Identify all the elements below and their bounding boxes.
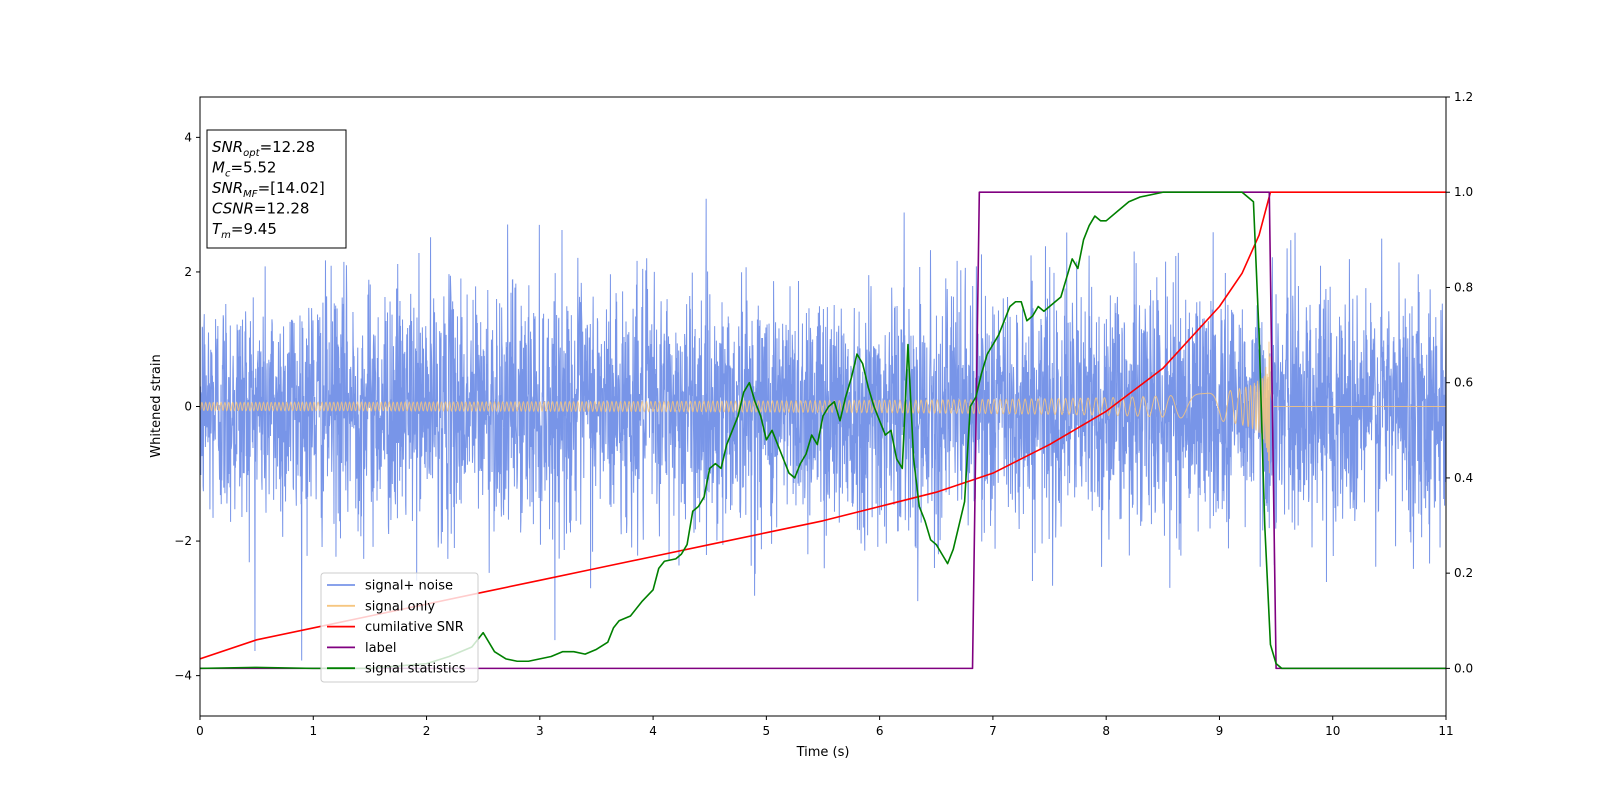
legend-item: signal only xyxy=(327,599,435,614)
legend-label: signal only xyxy=(365,599,435,614)
x-axis-label: Time (s) xyxy=(796,745,850,760)
stats-box-frame xyxy=(206,129,347,249)
x-tick-label: 5 xyxy=(763,724,771,738)
y-left-tick-label: −2 xyxy=(174,534,192,548)
x-tick-label: 1 xyxy=(309,724,317,738)
x-tick-label: 8 xyxy=(1102,724,1110,738)
x-tick-label: 4 xyxy=(649,724,657,738)
x-tick-label: 9 xyxy=(1216,724,1224,738)
x-axis: 0 1 2 3 4 5 6 7 8 9 10 11 xyxy=(196,716,1454,738)
stats-line: SNRopt=12.28 xyxy=(212,138,315,159)
x-tick-label: 11 xyxy=(1438,724,1453,738)
y-right-tick-label: 0.4 xyxy=(1454,471,1473,485)
y-right-tick-label: 1.0 xyxy=(1454,185,1473,199)
y-axis-label: Whitened strain xyxy=(149,354,164,457)
y-right-tick-label: 0.2 xyxy=(1454,566,1473,580)
y-left-tick-label: −4 xyxy=(174,669,192,683)
x-tick-label: 10 xyxy=(1325,724,1340,738)
series-signal-statistics xyxy=(200,191,1446,670)
y-axis-left: −4 −2 0 2 4 xyxy=(174,130,200,683)
x-tick-label: 6 xyxy=(876,724,884,738)
legend-item: cumilative SNR xyxy=(327,620,464,635)
stats-line: Mc=5.52 xyxy=(212,159,276,180)
legend-label: cumilative SNR xyxy=(365,620,464,635)
y-right-tick-label: 0.0 xyxy=(1454,661,1473,675)
stats-line: SNRMF=[14.02] xyxy=(212,179,325,200)
y-left-tick-label: 4 xyxy=(184,130,192,144)
y-left-tick-label: 0 xyxy=(184,400,192,414)
legend-item: label xyxy=(327,641,396,656)
series-signal-noise xyxy=(200,198,1446,661)
legend: signal+ noise signal only cumilative SNR la… xyxy=(320,572,479,683)
x-tick-label: 3 xyxy=(536,724,544,738)
x-tick-label: 0 xyxy=(196,724,204,738)
legend-label: signal+ noise xyxy=(365,579,453,594)
legend-label: signal statistics xyxy=(365,662,466,677)
stats-line: Tm=9.45 xyxy=(212,220,277,241)
legend-item: signal+ noise xyxy=(327,579,453,594)
y-right-tick-label: 0.6 xyxy=(1454,376,1473,390)
legend-item: signal statistics xyxy=(327,662,466,677)
x-tick-label: 7 xyxy=(989,724,997,738)
x-tick-label: 2 xyxy=(423,724,431,738)
stats-line: CSNR=12.28 xyxy=(212,200,309,218)
legend-label: label xyxy=(365,641,396,656)
y-right-tick-label: 1.2 xyxy=(1454,90,1473,104)
y-left-tick-label: 2 xyxy=(184,265,192,279)
stats-box: SNRopt=12.28Mc=5.52SNRMF=[14.02]CSNR=12.… xyxy=(206,129,347,249)
legend-frame xyxy=(320,572,479,683)
y-right-tick-label: 0.8 xyxy=(1454,280,1473,294)
series-signal-only xyxy=(200,341,1446,474)
y-axis-right: 0.0 0.2 0.4 0.6 0.8 1.0 1.2 xyxy=(1446,90,1473,675)
